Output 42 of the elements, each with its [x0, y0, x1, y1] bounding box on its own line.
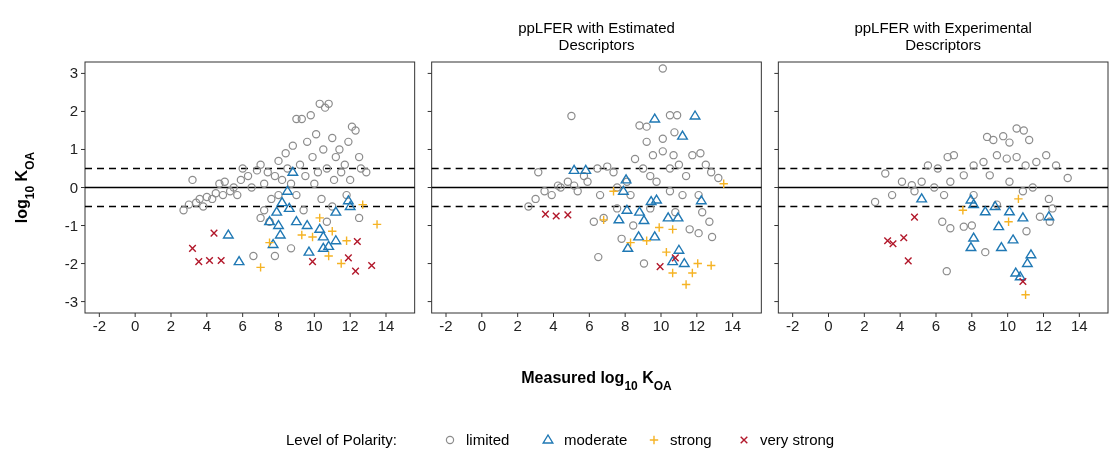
legend-label: very strong [760, 431, 835, 448]
x-tick-label: 4 [895, 317, 905, 334]
x-tick-label: 0 [130, 317, 140, 334]
x-tick-label: 2 [860, 317, 869, 334]
y-tick-label: 2 [69, 102, 78, 120]
x-tick-label: 14 [377, 317, 395, 334]
x-tick-label: 8 [967, 317, 977, 334]
x-tick-label: 2 [166, 317, 176, 334]
x-tick-label: 10 [305, 317, 323, 334]
legend-label: limited [466, 431, 510, 448]
x-tick-label: 0 [477, 317, 487, 334]
x-tick-label: 6 [931, 317, 941, 334]
y-tick-label: -1 [64, 216, 78, 234]
legend-label: strong [670, 431, 712, 448]
y-tick-label: 1 [69, 140, 78, 158]
x-tick-label: 12 [341, 317, 359, 334]
x-tick-label: 10 [652, 317, 670, 334]
y-tick-label: 0 [69, 178, 78, 196]
x-tick-label: -2 [439, 317, 453, 334]
x-tick-label: 4 [202, 317, 212, 334]
x-tick-label: 14 [1070, 317, 1088, 334]
legend-title: Level of Polarity: [286, 431, 397, 448]
y-tick-label: -3 [64, 292, 78, 310]
x-tick-label: 12 [1035, 317, 1052, 334]
x-tick-label: 6 [238, 317, 247, 334]
chart-title: ppLFER with Estimated Descriptors [518, 19, 675, 53]
x-tick-label: 12 [688, 317, 706, 334]
legend-label: moderate [564, 431, 628, 448]
x-tick-label: 10 [999, 317, 1017, 334]
chart-title: ppLFER with Experimental Descriptors [854, 19, 1032, 53]
x-tick-label: 0 [824, 317, 833, 334]
x-axis-title: Measured log$_{10}$ K$_{OA}$ [521, 369, 673, 393]
x-tick-label: 4 [549, 317, 558, 334]
x-tick-label: 8 [620, 317, 630, 334]
y-tick-label: -2 [64, 254, 78, 272]
x-tick-label: 2 [513, 317, 522, 334]
x-tick-label: -2 [92, 317, 107, 334]
x-tick-label: 14 [724, 317, 742, 334]
x-tick-label: 6 [585, 317, 594, 334]
y-tick-label: 3 [69, 64, 78, 82]
x-tick-label: -2 [785, 317, 800, 334]
x-tick-label: 8 [274, 317, 283, 334]
